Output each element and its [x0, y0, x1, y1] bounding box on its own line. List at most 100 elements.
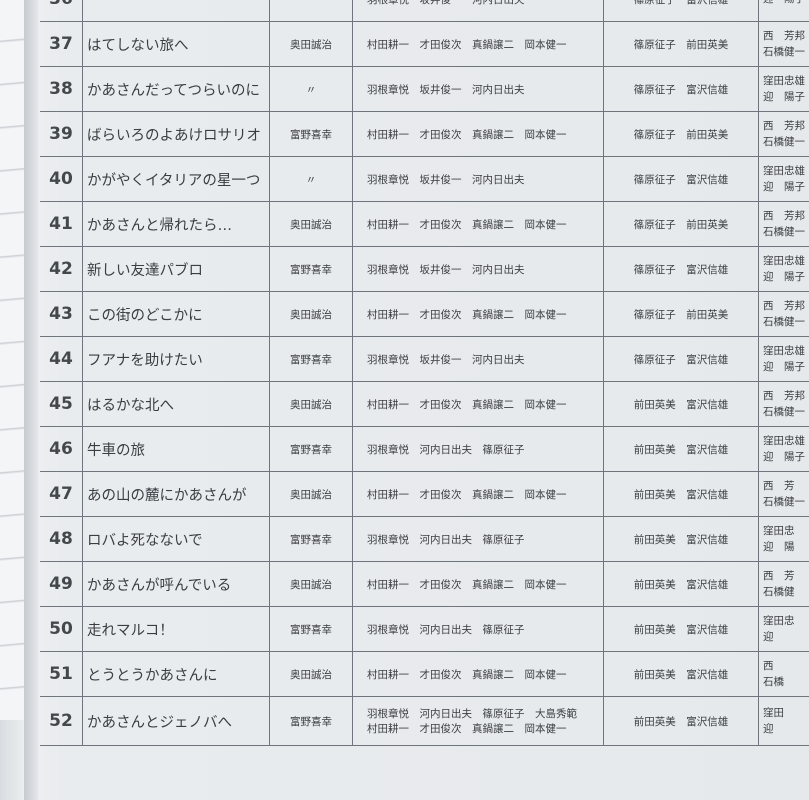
episode-title: とうとうかあさんに — [82, 651, 270, 697]
art-line: 西 — [763, 660, 774, 672]
animation-director: 篠原征子 富沢信雄 — [603, 0, 759, 22]
art-line: 迎 — [763, 723, 774, 735]
episode-number: 42 — [40, 246, 83, 292]
table-row: 47 あの山の麓にかあさんが 奥田誠治 村田耕一 才田俊次 真鍋譲二 岡本健一 前田英美… — [40, 471, 809, 517]
staff-line: 羽根章悦 坂井俊一 河内日出夫 — [367, 263, 525, 276]
key-animation-staff: 羽根章悦 坂井俊一 河内日出夫 — [352, 156, 604, 202]
table-row: 51 とうとうかあさんに 奥田誠治 村田耕一 才田俊次 真鍋譲二 岡本健一 前田英美 富… — [40, 651, 809, 697]
director: 奥田誠治 — [269, 21, 353, 67]
art-line: 西 芳邦 — [763, 300, 805, 312]
director: 富野喜幸 — [269, 246, 353, 292]
director: 富野喜幸 — [269, 606, 353, 652]
table-row: 39 ばらいろのよあけロサリオ 富野喜幸 村田耕一 才田俊次 真鍋譲二 岡本健一 篠原征… — [40, 111, 809, 157]
art-line: 迎 陽子 — [763, 451, 805, 463]
episode-number: 48 — [40, 516, 83, 562]
episode-title: はてしない旅へ — [82, 21, 270, 67]
director: 富野喜幸 — [269, 696, 353, 746]
art-line: 西 芳邦 — [763, 390, 805, 402]
art-staff: 西 芳石橋健 — [758, 561, 809, 607]
art-line: 西 芳 — [763, 480, 795, 492]
staff-line: 村田耕一 才田俊次 真鍋譲二 岡本健一 — [367, 218, 567, 231]
table-row: 52 かあさんとジェノバへ 富野喜幸 羽根章悦 河内日出夫 篠原征子 大島秀範 村田耕一… — [40, 696, 809, 746]
art-line: 石橋健一 — [763, 46, 805, 58]
art-line: 石橋健一 — [763, 406, 805, 418]
art-line: 石橋健一 — [763, 226, 805, 238]
key-animation-staff: 羽根章悦 坂井俊一 河内日出夫 — [352, 246, 604, 292]
table-row: 45 はるかな北へ 奥田誠治 村田耕一 才田俊次 真鍋譲二 岡本健一 前田英美 富沢信雄… — [40, 381, 809, 427]
art-staff: 窪田忠迎 — [758, 606, 809, 652]
episode-number: 45 — [40, 381, 83, 427]
animation-director: 前田英美 富沢信雄 — [603, 426, 759, 472]
art-line: 窪田忠 — [763, 525, 795, 537]
staff-line: 村田耕一 才田俊次 真鍋譲二 岡本健一 — [367, 723, 567, 735]
episode-number: 43 — [40, 291, 83, 337]
art-staff: 窪田忠雄 伊迎 陽子 宮 — [758, 66, 809, 112]
staff-line: 羽根章悦 河内日出夫 篠原征子 — [367, 443, 525, 456]
table-row: 50 走れマルコ！ 富野喜幸 羽根章悦 河内日出夫 篠原征子 前田英美 富沢信雄 窪田忠迎 — [40, 606, 809, 652]
animation-director: 前田英美 富沢信雄 — [603, 561, 759, 607]
director: 奥田誠治 — [269, 201, 353, 247]
staff-line: 村田耕一 才田俊次 真鍋譲二 岡本健一 — [367, 128, 567, 141]
table-row: 38 かあさんだってつらいのに〃 羽根章悦 坂井俊一 河内日出夫 篠原征子 富沢信雄窪… — [40, 66, 809, 112]
key-animation-staff: 羽根章悦 河内日出夫 篠原征子 — [352, 606, 604, 652]
key-animation-staff: 村田耕一 才田俊次 真鍋譲二 岡本健一 — [352, 561, 604, 607]
episode-number: 41 — [40, 201, 83, 247]
episode-title: かあさんとジェノバへ — [82, 696, 270, 746]
table-row: 40 かがやくイタリアの星一つ〃 羽根章悦 坂井俊一 河内日出夫 篠原征子 富沢信雄窪… — [40, 156, 809, 202]
key-animation-staff: 羽根章悦 河内日出夫 篠原征子 大島秀範 村田耕一 才田俊次 真鍋譲二 岡本健一 — [352, 696, 604, 746]
table-row: 41 かあさんと帰れたら… 奥田誠治 村田耕一 才田俊次 真鍋譲二 岡本健一 篠原征子 … — [40, 201, 809, 247]
table-row: 37 はてしない旅へ 奥田誠治 村田耕一 才田俊次 真鍋譲二 岡本健一 篠原征子 前田英… — [40, 21, 809, 67]
art-line: 石橋 — [763, 676, 784, 688]
director — [269, 0, 353, 22]
director: 〃 — [269, 156, 353, 202]
animation-director: 篠原征子 富沢信雄 — [603, 66, 759, 112]
director: 富野喜幸 — [269, 111, 353, 157]
director: 奥田誠治 — [269, 381, 353, 427]
episode-title: はるかな北へ — [82, 381, 270, 427]
staff-line: 羽根章悦 坂井俊一 河内日出夫 — [367, 353, 525, 366]
art-line: 迎 陽子 宮本 — [763, 0, 809, 7]
staff-line: 羽根章悦 坂井俊一 河内日出夫 — [367, 0, 599, 7]
animation-director: 篠原征子 前田英美 — [603, 21, 759, 67]
art-staff: 窪田忠雄迎 陽子 — [758, 246, 809, 292]
art-staff: 迎 陽子 宮本 — [758, 0, 809, 22]
art-line: 窪田忠雄 伊 — [763, 165, 809, 177]
art-line: 窪田忠雄 伊 — [763, 75, 809, 87]
art-staff: 西 芳邦 石橋健一 — [758, 201, 809, 247]
animation-director: 篠原征子 富沢信雄 — [603, 156, 759, 202]
staff-line: 羽根章悦 河内日出夫 篠原征子 — [367, 623, 525, 636]
art-staff: 西 芳邦 石橋健一 — [758, 381, 809, 427]
animation-director: 前田英美 富沢信雄 — [603, 471, 759, 517]
staff-line: 羽根章悦 河内日出夫 篠原征子 — [367, 533, 525, 546]
art-line: 迎 陽子 — [763, 361, 805, 373]
episode-title: ばらいろのよあけロサリオ — [82, 111, 270, 157]
animation-director: 篠原征子 前田英美 — [603, 291, 759, 337]
key-animation-staff: 羽根章悦 坂井俊一 河内日出夫 — [352, 0, 604, 22]
animation-director: 前田英美 富沢信雄 — [603, 651, 759, 697]
staff-line: 村田耕一 才田俊次 真鍋譲二 岡本健一 — [367, 488, 567, 501]
director: 富野喜幸 — [269, 426, 353, 472]
table-row: 46 牛車の旅 富野喜幸 羽根章悦 河内日出夫 篠原征子 前田英美 富沢信雄 窪田忠雄迎 … — [40, 426, 809, 472]
table-row: 49 かあさんが呼んでいる 奥田誠治 村田耕一 才田俊次 真鍋譲二 岡本健一 前田英美 … — [40, 561, 809, 607]
staff-line: 村田耕一 才田俊次 真鍋譲二 岡本健一 — [367, 668, 567, 681]
animation-director: 前田英美 富沢信雄 — [603, 381, 759, 427]
episode-title: ロバよ死なないで — [82, 516, 270, 562]
staff-line: 村田耕一 才田俊次 真鍋譲二 岡本健一 — [367, 308, 567, 321]
episode-title: フアナを助けたい — [82, 336, 270, 382]
director: 奥田誠治 — [269, 651, 353, 697]
episode-number: 36 — [40, 0, 83, 22]
table-row: 42 新しい友達パブロ 富野喜幸 羽根章悦 坂井俊一 河内日出夫 篠原征子 富沢信雄 窪田… — [40, 246, 809, 292]
director: 〃 — [269, 66, 353, 112]
episode-title: かがやくイタリアの星一つ — [82, 156, 270, 202]
art-staff: 窪田忠雄 伊迎 陽子 宮 — [758, 156, 809, 202]
art-line: 西 芳邦 — [763, 210, 805, 222]
episode-number: 52 — [40, 696, 83, 746]
staff-line: 村田耕一 才田俊次 真鍋譲二 岡本健一 — [367, 38, 567, 51]
animation-director: 篠原征子 前田英美 — [603, 201, 759, 247]
animation-director: 篠原征子 富沢信雄 — [603, 336, 759, 382]
art-staff: 西石橋 — [758, 651, 809, 697]
key-animation-staff: 羽根章悦 河内日出夫 篠原征子 — [352, 516, 604, 562]
art-staff: 西 芳邦 西石橋健一 — [758, 21, 809, 67]
episode-title — [82, 0, 270, 22]
